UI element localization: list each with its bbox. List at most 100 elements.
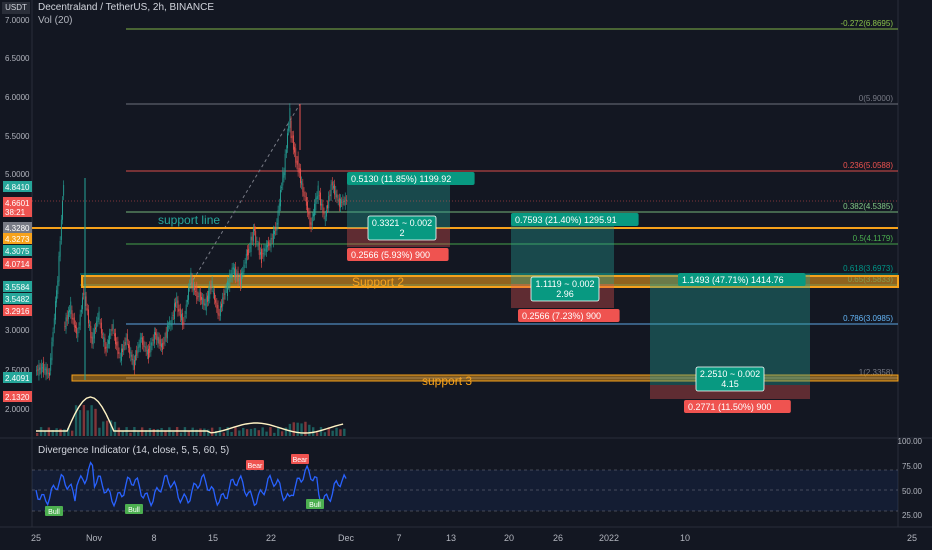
volume-bar	[164, 430, 167, 436]
candle	[153, 332, 155, 344]
candle	[337, 199, 339, 201]
volume-bar	[144, 430, 148, 436]
candle	[105, 346, 107, 352]
volume-bar	[105, 420, 109, 436]
candle	[321, 203, 323, 206]
time-tick: 15	[208, 533, 218, 543]
price-tag-text: 4.8410	[5, 183, 30, 192]
candle	[162, 343, 164, 351]
candle	[110, 333, 112, 335]
signal-label: Bull	[128, 507, 140, 514]
volume-label[interactable]: Vol (20)	[38, 15, 73, 26]
candle	[311, 216, 313, 226]
indicator-title[interactable]: Divergence Indicator (14, close, 5, 5, 6…	[38, 445, 230, 456]
candle	[214, 292, 215, 300]
position-ratio-text: 0.3321 ~ 0.002	[372, 218, 432, 228]
candle	[225, 287, 227, 289]
price-tick: 3.0000	[5, 326, 30, 335]
candle	[178, 309, 180, 312]
candle	[206, 295, 208, 302]
price-tag	[3, 222, 32, 233]
candle	[343, 201, 345, 202]
candle	[42, 367, 43, 369]
position-ratio-value: 4.15	[721, 379, 739, 389]
fibonacci-retracement[interactable]: -0.272(6.8695) 0(5.9000) 0.236(5.0588) 0.38…	[80, 19, 898, 379]
volume-bar	[222, 432, 225, 436]
volume-bar	[129, 432, 132, 436]
candle	[157, 336, 159, 343]
candle	[202, 297, 204, 305]
candle	[316, 195, 318, 200]
candle	[256, 241, 258, 243]
position-target-badge	[511, 213, 639, 226]
volume-bar	[230, 431, 233, 436]
signal-label: Bear	[293, 457, 308, 464]
candle	[257, 245, 259, 247]
candle	[320, 192, 321, 206]
price-tag	[3, 206, 32, 217]
position-ratio-badge	[695, 366, 765, 392]
indicator-tick: 75.00	[902, 462, 923, 471]
candle	[237, 271, 239, 282]
position-stop-text: 0.2566 (5.93%) 900	[351, 250, 430, 260]
position-stop-badge	[684, 400, 791, 413]
price-tag-text: 4.0714	[5, 260, 30, 269]
candle	[238, 277, 240, 281]
candle	[182, 313, 184, 326]
candle	[232, 267, 234, 270]
candle	[64, 326, 66, 327]
symbol-title[interactable]: Decentraland / TetherUS, 2h, BINANCE	[38, 2, 215, 13]
candle	[93, 328, 95, 339]
volume-bar	[90, 405, 93, 436]
candle	[181, 314, 182, 321]
candle	[112, 324, 114, 330]
bull-signal	[306, 499, 324, 509]
volume-bar	[67, 427, 70, 436]
candle	[303, 191, 305, 197]
volume-bar	[191, 427, 194, 436]
candle	[318, 195, 320, 197]
time-tick: 13	[446, 533, 456, 543]
fib-label: 0.5(4.1179)	[853, 234, 894, 243]
candle	[169, 320, 171, 325]
candle	[336, 194, 338, 199]
candle	[276, 222, 278, 231]
candle	[171, 316, 173, 326]
candle	[97, 317, 99, 323]
candle	[80, 309, 82, 313]
volume-bar	[195, 429, 198, 436]
position-stop-badge	[518, 309, 620, 322]
price-tag	[3, 372, 32, 383]
candle	[239, 274, 241, 287]
bull-signal	[45, 506, 63, 516]
candle	[267, 245, 268, 248]
candle	[284, 153, 286, 176]
position-loss-zone	[650, 385, 810, 399]
time-axis[interactable]: 25 Nov 8 15 22 Dec 7 13 20 26 2022 10 25	[31, 533, 917, 543]
candle	[67, 311, 69, 320]
price-axis[interactable]: 7.0000 6.5000 6.0000 5.5000 5.0000 3.0000 2.50…	[3, 16, 923, 520]
volume-bar	[284, 427, 288, 436]
currency-badge[interactable]: USDT	[2, 2, 30, 14]
candle	[222, 297, 224, 307]
volume-bar	[210, 427, 214, 436]
position-target-text: 1.1493 (47.71%) 1414.76	[682, 275, 784, 285]
candle	[49, 372, 50, 376]
bear-signal	[291, 454, 309, 464]
candle	[146, 350, 148, 355]
candle	[106, 343, 108, 349]
candle	[152, 339, 154, 342]
candle	[275, 226, 277, 231]
support-zones[interactable]: support line Support 2 support 3	[32, 213, 899, 388]
divergence-indicator-pane: Bull Bull Bear Bear Bull	[32, 454, 898, 516]
volume-bar	[179, 432, 183, 436]
volume-bar	[94, 408, 97, 436]
candle	[285, 149, 287, 154]
time-tick: 10	[680, 533, 690, 543]
volume-bar	[113, 421, 117, 436]
support-3-zone	[71, 374, 899, 382]
volume-bar	[148, 428, 152, 436]
candle	[129, 345, 131, 354]
